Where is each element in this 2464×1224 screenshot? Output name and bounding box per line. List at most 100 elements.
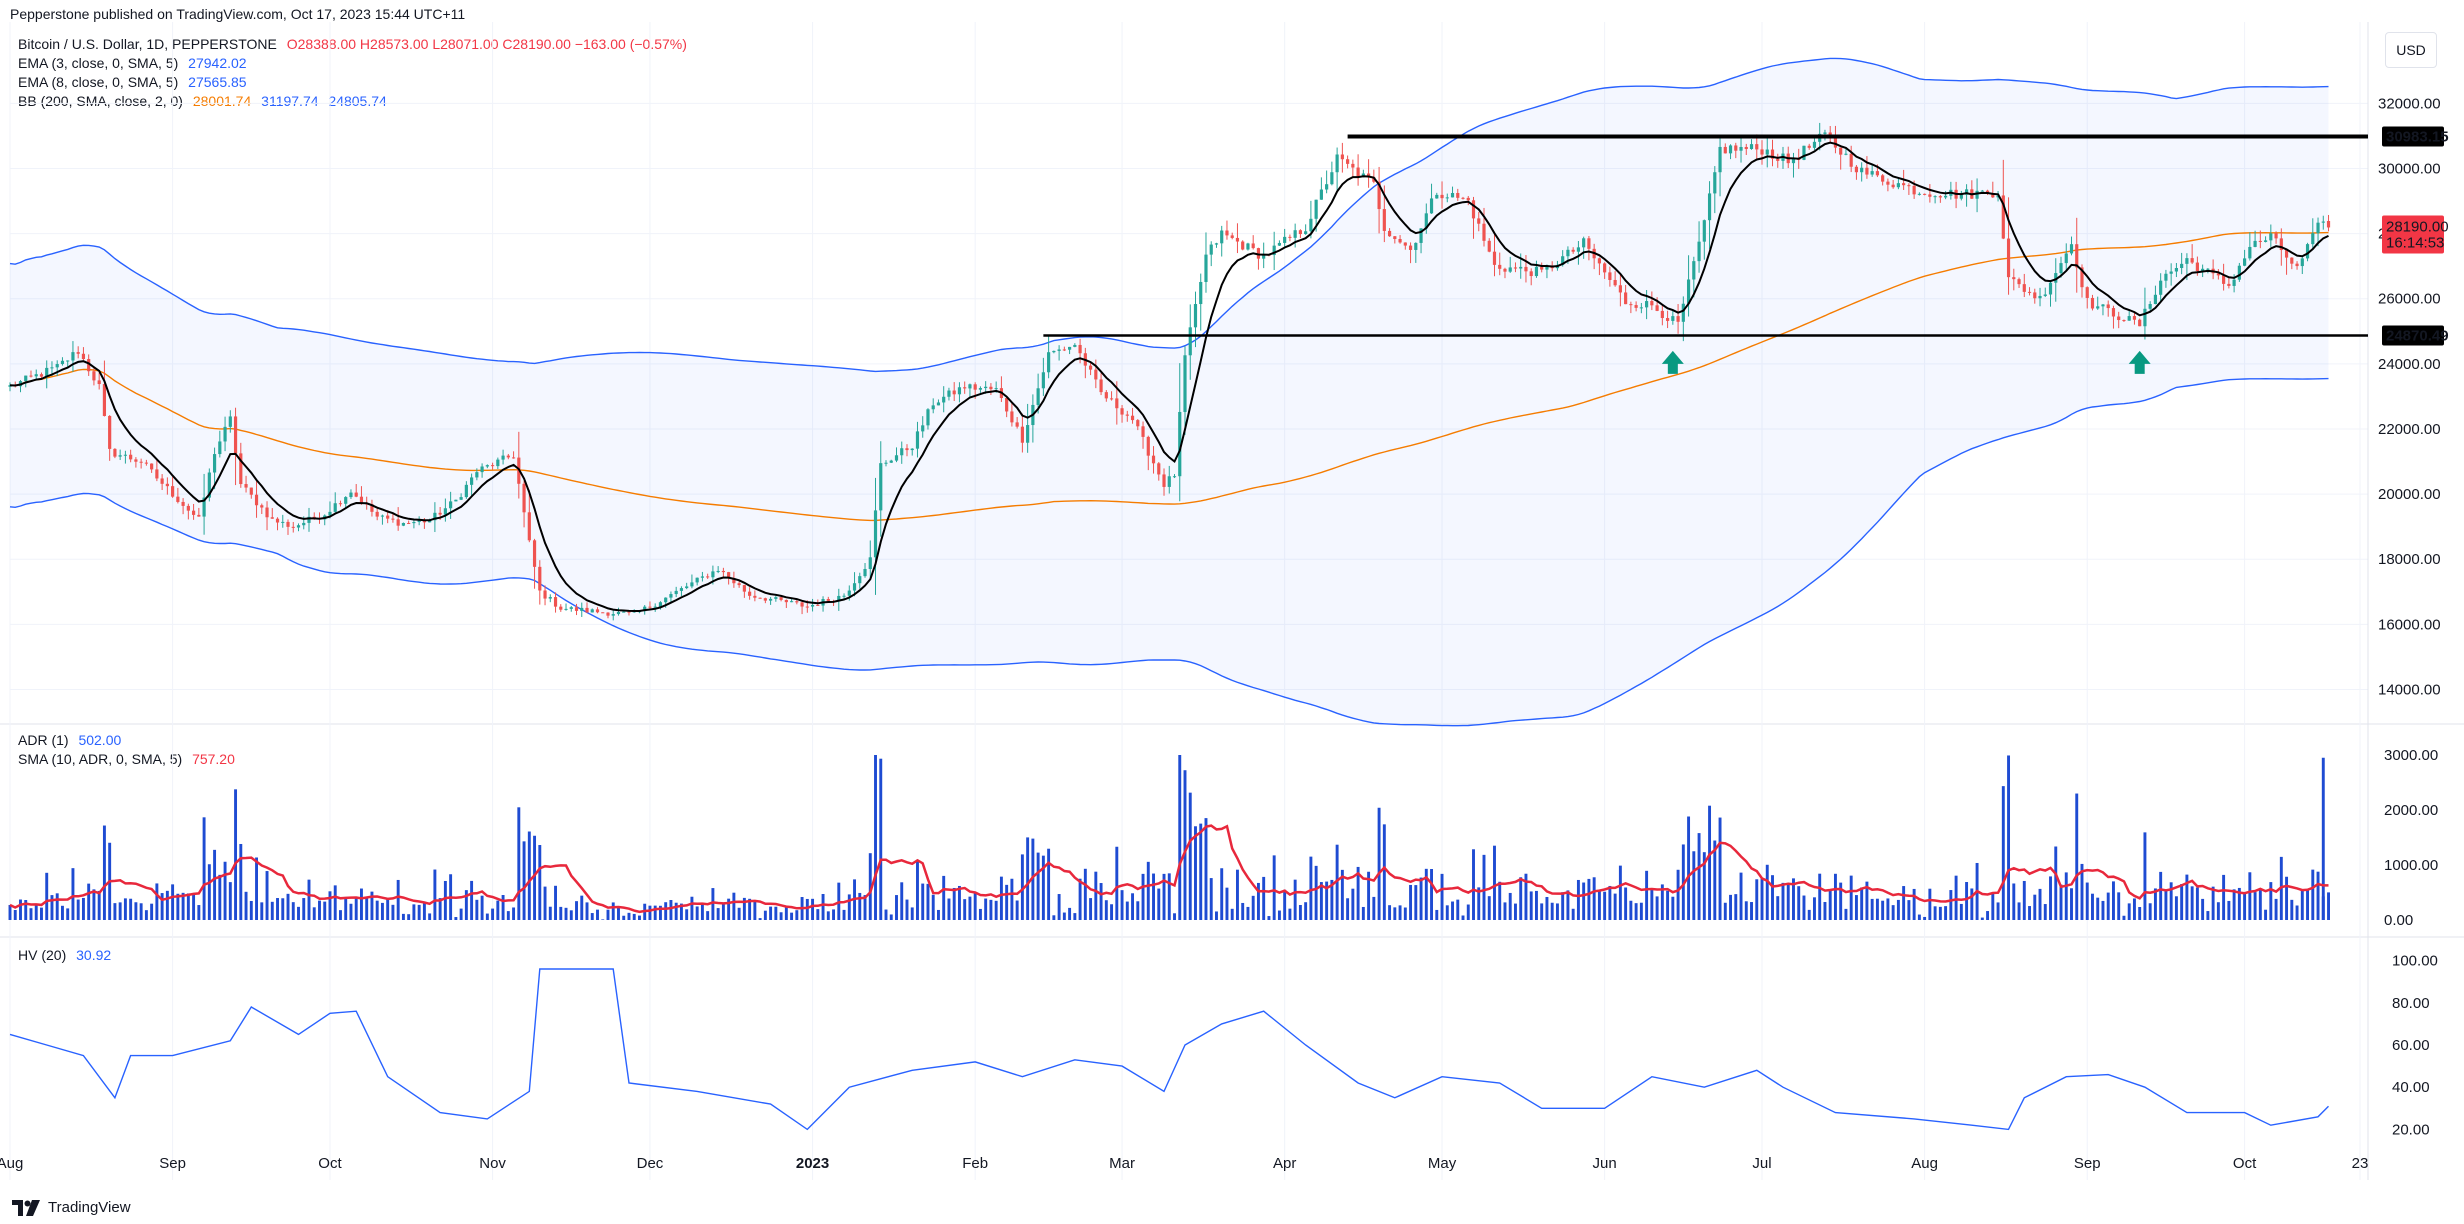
candle-body <box>1167 476 1171 487</box>
candle-body <box>1791 158 1796 164</box>
adr-bar <box>758 918 762 920</box>
adr-bar <box>2080 863 2084 920</box>
adr-bar <box>1875 898 1879 920</box>
adr-bar <box>1534 890 1538 920</box>
hv-legend[interactable]: HV (20) 30.92 <box>18 947 111 963</box>
sma-legend[interactable]: SMA (10, ADR, 0, SMA, 5) 757.20 <box>18 751 235 767</box>
candle-body <box>391 518 395 520</box>
candle-body <box>1146 436 1150 456</box>
candle-body <box>858 576 862 584</box>
candle-body <box>2295 263 2299 267</box>
ema8-legend[interactable]: EMA (8, close, 0, SMA, 5) 27565.85 <box>18 74 247 90</box>
adr-bar <box>1949 890 1953 920</box>
time-tick-label: Sep <box>2074 1155 2101 1172</box>
candle-body <box>1115 398 1119 409</box>
ema3-legend[interactable]: EMA (3, close, 0, SMA, 5) 27942.02 <box>18 55 247 71</box>
candle-body <box>2321 221 2325 223</box>
candle-body <box>779 597 783 600</box>
candle-body <box>118 455 122 457</box>
adr-legend[interactable]: ADR (1) 502.00 <box>18 732 121 748</box>
adr-bar <box>1199 823 1203 920</box>
adr-bar <box>1833 873 1837 920</box>
candle-body <box>611 614 615 616</box>
adr-bar <box>1435 909 1439 920</box>
adr-bar <box>1377 807 1381 920</box>
currency-button[interactable]: USD <box>2385 32 2437 68</box>
adr-bar <box>732 892 736 920</box>
candle-body <box>1178 411 1182 477</box>
candle-body <box>160 478 164 484</box>
candle-body <box>2054 273 2058 283</box>
candle-body <box>511 457 516 459</box>
candle-body <box>464 484 468 498</box>
adr-bar <box>1781 882 1785 920</box>
adr-bar <box>742 897 746 920</box>
symbol-title[interactable]: Bitcoin / U.S. Dollar, 1D, PEPPERSTONE <box>18 36 277 52</box>
adr-bar <box>1424 868 1428 920</box>
adr-bar <box>2232 889 2236 920</box>
adr-bar <box>1335 844 1339 920</box>
adr-bar <box>889 914 893 920</box>
price-tick-label: 24000.00 <box>2378 356 2441 373</box>
adr-bar <box>805 898 809 920</box>
candle-body <box>1262 254 1266 259</box>
candle-body <box>87 359 91 372</box>
adr-bar <box>118 902 122 920</box>
candle-body <box>108 415 112 449</box>
candle-body <box>1456 192 1460 198</box>
adr-bar <box>2159 871 2163 920</box>
candle-body <box>1660 310 1664 319</box>
candle-body <box>1356 167 1360 178</box>
candle-body <box>879 463 883 511</box>
candle-body <box>2132 316 2137 320</box>
candle-body <box>653 606 657 608</box>
candle-body <box>1408 245 1413 250</box>
candle-body <box>1980 190 1984 192</box>
adr-bar <box>234 789 238 920</box>
tradingview-logo-icon <box>12 1199 40 1216</box>
adr-tick-label: 2000.00 <box>2384 802 2438 819</box>
adr-bar <box>2258 890 2262 920</box>
candle-body <box>1241 241 1245 250</box>
candle-body <box>165 483 169 487</box>
candle-body <box>254 494 259 506</box>
bb-legend[interactable]: BB (200, SMA, close, 2, 0) 28001.74 3119… <box>18 93 387 109</box>
time-tick-label: May <box>1428 1155 1457 1172</box>
candle-body <box>1304 231 1308 235</box>
adr-bar <box>2106 892 2110 920</box>
candle-body <box>207 472 211 498</box>
adr-bar <box>244 891 248 920</box>
price-tick-label: 18000.00 <box>2378 551 2441 568</box>
candle-body <box>1492 251 1497 265</box>
candle-body <box>706 576 710 578</box>
adr-bar <box>564 907 568 920</box>
candle-body <box>1078 344 1082 354</box>
candle-body <box>564 608 568 610</box>
adr-bar <box>685 909 689 920</box>
candle-body <box>139 461 143 463</box>
candle-body <box>176 496 180 502</box>
candle-body <box>459 497 463 500</box>
candle-body <box>1340 154 1344 160</box>
adr-bar <box>942 875 946 920</box>
adr-bar <box>1288 908 1292 920</box>
up-arrow-icon[interactable] <box>2128 350 2151 374</box>
candle-body <box>1624 292 1628 305</box>
adr-bar <box>2091 893 2094 920</box>
tradingview-footer[interactable]: TradingView <box>12 1199 131 1216</box>
adr-tick-label: 1000.00 <box>2384 857 2438 874</box>
candle-body <box>805 606 809 608</box>
price-tick-label: 32000.00 <box>2378 95 2441 112</box>
candle-body <box>1151 455 1156 464</box>
candle-body <box>1870 171 1874 175</box>
adr-bar <box>1671 896 1675 920</box>
candle-body <box>2316 222 2320 234</box>
up-arrow-icon[interactable] <box>1661 350 1684 374</box>
candle-body <box>1513 267 1518 269</box>
close-value: C28190.00 <box>502 36 571 52</box>
adr-bar <box>648 905 652 920</box>
candle-body <box>485 465 489 467</box>
candle-body <box>1681 303 1685 322</box>
time-tick-label: Mar <box>1109 1155 1135 1172</box>
